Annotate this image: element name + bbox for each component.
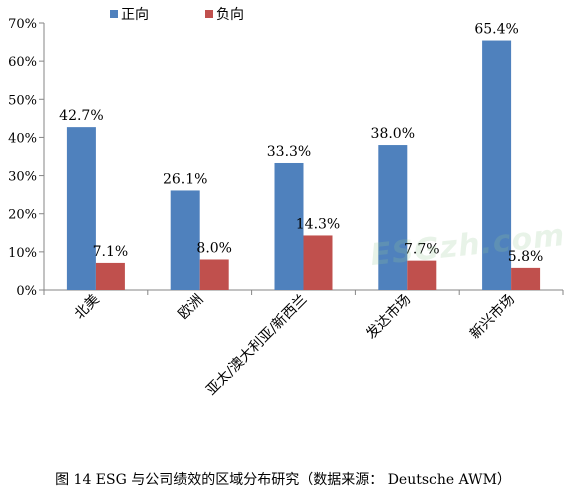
data-label: 42.7% [59,108,103,124]
y-tick-label: 0% [16,284,37,299]
y-tick-label: 70% [8,17,37,32]
data-label: 26.1% [163,171,207,187]
data-label: 38.0% [371,126,415,142]
y-tick-label: 60% [8,55,37,70]
data-label: 8.0% [196,240,232,256]
chart-legend: 正向 负向 [110,7,244,23]
data-label: 14.3% [296,216,340,232]
legend-swatch [110,10,118,18]
bar-negative [199,259,229,290]
y-tick-label: 40% [8,131,37,146]
bar-positive [170,190,200,290]
data-label: 7.1% [93,244,129,260]
x-tick-label: 亚太/澳大利亚/新西兰 [203,292,310,399]
x-tick-label: 北美 [72,292,103,323]
bar-positive [274,162,304,290]
x-tick-label: 发达市场 [363,291,415,343]
bar-negative [303,235,333,290]
bar-positive [378,145,408,290]
bar-positive [66,127,96,290]
y-tick-label: 10% [8,246,37,261]
figure-caption: 图 14 ESG 与公司绩效的区域分布研究（数据来源： Deutsche AWM… [55,472,511,488]
bar-negative [407,260,437,290]
bar-negative [511,267,541,290]
bar-negative [95,262,125,290]
chart-bars: 42.7% 26.1% 33.3% 38.0% 65.4% 7.1% 8.0% 14.3% 7.… [59,22,543,290]
bar-positive [482,40,512,290]
x-tick-label: 新兴市场 [466,291,518,343]
legend-label: 正向 [121,7,149,23]
y-tick-label: 20% [8,208,37,223]
data-label: 33.3% [267,144,311,160]
legend-label: 负向 [216,7,244,23]
y-tick-label: 50% [8,93,37,108]
data-label: 7.7% [404,242,440,258]
x-tick-label: 欧洲 [175,292,206,323]
data-label: 65.4% [474,22,518,38]
legend-swatch [205,10,213,18]
data-label: 5.8% [508,249,544,265]
y-tick-label: 30% [8,170,37,185]
